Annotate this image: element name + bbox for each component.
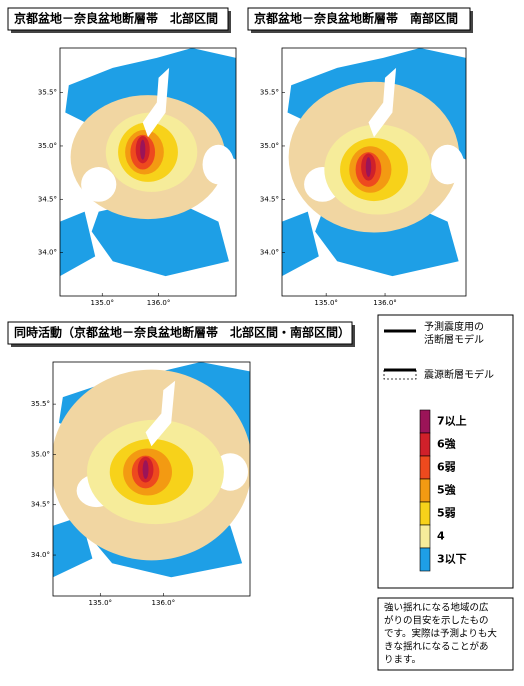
scale-swatch <box>419 547 431 572</box>
lat-label: 35.5° <box>38 89 57 97</box>
lake <box>368 67 397 138</box>
lake <box>145 380 176 447</box>
lat-label: 35.5° <box>260 89 279 97</box>
sea <box>431 144 465 185</box>
scale-swatch <box>419 478 431 503</box>
title-box <box>247 7 471 31</box>
scale-label: 5強 <box>437 483 456 497</box>
lat-label: 34.0° <box>38 249 57 257</box>
map <box>53 362 250 596</box>
lat-label: 34.5° <box>38 195 57 203</box>
lon-label: 135.0° <box>90 299 114 307</box>
lat-label: 34.0° <box>31 551 50 559</box>
map-frame <box>52 361 251 597</box>
lat-label: 34.5° <box>260 195 279 203</box>
title-box <box>7 321 353 345</box>
lat-label: 35.5° <box>31 400 50 408</box>
intensity-zone <box>140 139 146 160</box>
note-box <box>377 597 514 671</box>
legend-box <box>377 314 514 589</box>
lake <box>142 67 170 138</box>
note-text: です。実際は予測よりも大 <box>384 628 497 640</box>
legend-label: 活断層モデル <box>424 333 484 346</box>
lat-label: 34.5° <box>31 501 50 509</box>
scale-label: 6弱 <box>437 461 456 474</box>
scale-swatch <box>419 432 431 457</box>
scale-swatch <box>419 409 431 434</box>
lat-label: 34.0° <box>260 249 279 257</box>
lon-label: 135.0° <box>314 299 338 307</box>
lat-label: 35.0° <box>31 450 50 458</box>
sea <box>202 144 235 185</box>
panel-title: 京都盆地－奈良盆地断層帯 南部区間 <box>254 11 458 26</box>
note-text: がりの目安を示したもの <box>384 615 489 627</box>
lon-label: 136.0° <box>152 599 176 607</box>
scale-swatch <box>419 455 431 480</box>
note-text: 強い揺れになる地域の広 <box>384 602 489 614</box>
lon-label: 136.0° <box>373 299 397 307</box>
sea <box>81 167 117 202</box>
lon-label: 135.0° <box>89 599 113 607</box>
map-frame <box>281 47 467 297</box>
intensity-zone <box>142 460 149 480</box>
scale-swatch <box>419 501 431 526</box>
scale-label: 3以下 <box>437 553 467 566</box>
fault-box-dash <box>383 370 417 380</box>
lat-label: 35.0° <box>38 142 57 150</box>
title-box <box>7 7 229 31</box>
land-far <box>282 211 319 277</box>
panel-title: 同時活動（京都盆地－奈良盆地断層帯 北部区間・南部区間） <box>14 325 350 340</box>
map <box>282 48 466 296</box>
lat-label: 35.0° <box>260 142 279 150</box>
scale-label: 4 <box>437 530 445 543</box>
map <box>60 48 236 296</box>
map-frame <box>59 47 237 297</box>
land-far <box>60 211 96 277</box>
legend-label: 予測震度用の <box>424 320 484 333</box>
note-text: きな揺れになることがあ <box>384 641 489 653</box>
scale-swatch <box>419 524 431 549</box>
scale-label: 7以上 <box>437 414 467 428</box>
land-far <box>91 196 229 277</box>
scale-label: 6強 <box>437 437 456 451</box>
intensity-zone <box>365 157 372 177</box>
legend-label: 震源断層モデル <box>424 368 494 381</box>
scale-label: 5弱 <box>437 507 456 520</box>
lon-label: 136.0° <box>147 299 171 307</box>
note-text: ります。 <box>384 655 421 666</box>
panel-title: 京都盆地－奈良盆地断層帯 北部区間 <box>14 11 218 26</box>
